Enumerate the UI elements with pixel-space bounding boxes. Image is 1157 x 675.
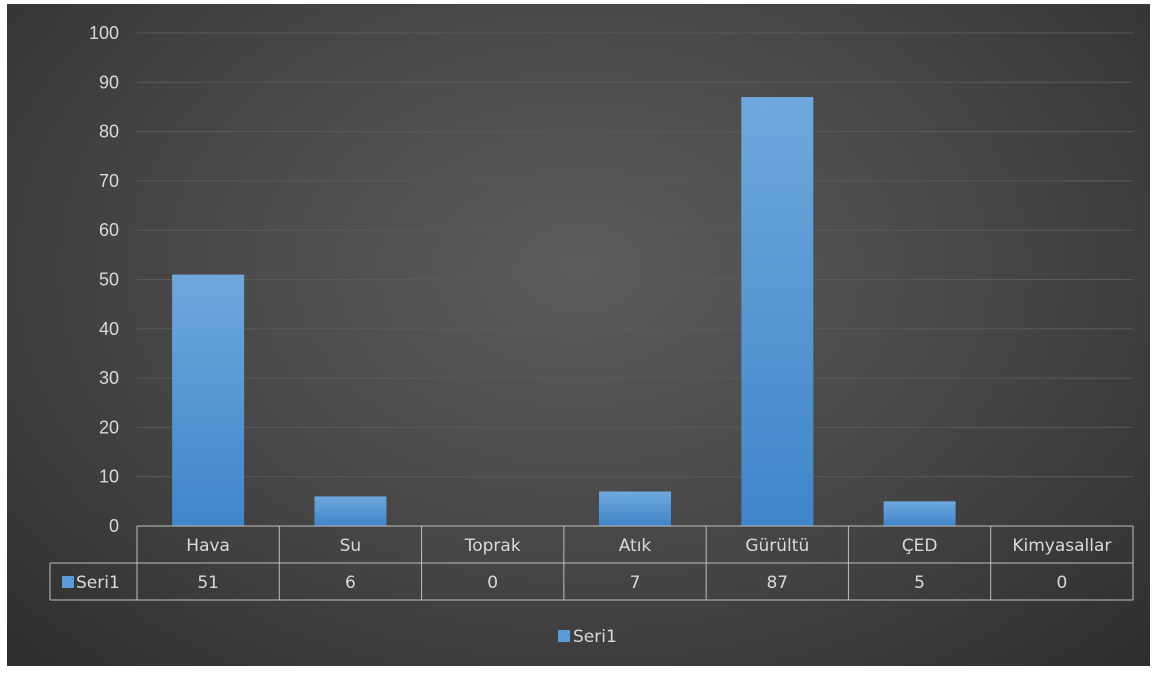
x-tick-label: Atık bbox=[619, 536, 652, 556]
y-tick-label: 40 bbox=[99, 319, 119, 339]
y-tick-label: 20 bbox=[99, 417, 119, 437]
y-tick-label: 50 bbox=[99, 270, 119, 290]
legend-swatch bbox=[558, 630, 570, 642]
y-tick-label: 100 bbox=[89, 23, 119, 43]
table-series-key bbox=[62, 576, 74, 588]
x-tick-label: Toprak bbox=[464, 536, 521, 556]
y-tick-label: 10 bbox=[99, 467, 119, 487]
data-label: 87 bbox=[766, 573, 788, 593]
bar-su bbox=[314, 496, 387, 526]
data-label: 7 bbox=[630, 573, 641, 593]
x-tick-label: Gürültü bbox=[745, 536, 809, 556]
bar-hava bbox=[172, 274, 245, 526]
y-tick-label: 0 bbox=[109, 516, 119, 536]
bar-gürültü bbox=[741, 97, 814, 526]
x-tick-label: Su bbox=[340, 536, 362, 556]
bars bbox=[172, 97, 956, 526]
chart-area: 0 10 20 30 40 50 60 70 80 90 100 Hava Su Toprak Atık G… bbox=[7, 4, 1150, 666]
y-tick-label: 70 bbox=[99, 171, 119, 191]
y-tick-label: 80 bbox=[99, 122, 119, 142]
y-axis-tick-labels: 0 10 20 30 40 50 60 70 80 90 100 bbox=[89, 23, 119, 536]
y-tick-label: 30 bbox=[99, 368, 119, 388]
y-tick-label: 60 bbox=[99, 220, 119, 240]
y-tick-label: 90 bbox=[99, 72, 119, 92]
x-tick-label: ÇED bbox=[902, 536, 938, 556]
legend-label: Seri1 bbox=[573, 627, 617, 647]
data-label: 0 bbox=[487, 573, 498, 593]
gridlines bbox=[137, 32, 1133, 478]
legend: Seri1 bbox=[558, 627, 617, 647]
data-label: 5 bbox=[914, 573, 925, 593]
bar-çed bbox=[883, 501, 956, 526]
table-series-name: Seri1 bbox=[76, 573, 120, 593]
x-tick-label: Kimyasallar bbox=[1012, 536, 1111, 556]
data-label: 51 bbox=[197, 573, 219, 593]
x-tick-label: Hava bbox=[186, 536, 230, 556]
data-table: Hava Su Toprak Atık Gürültü ÇED Kimyasallar Ser… bbox=[49, 525, 1134, 601]
bar-atık bbox=[599, 491, 671, 526]
data-label: 6 bbox=[345, 573, 356, 593]
data-label: 0 bbox=[1056, 573, 1067, 593]
